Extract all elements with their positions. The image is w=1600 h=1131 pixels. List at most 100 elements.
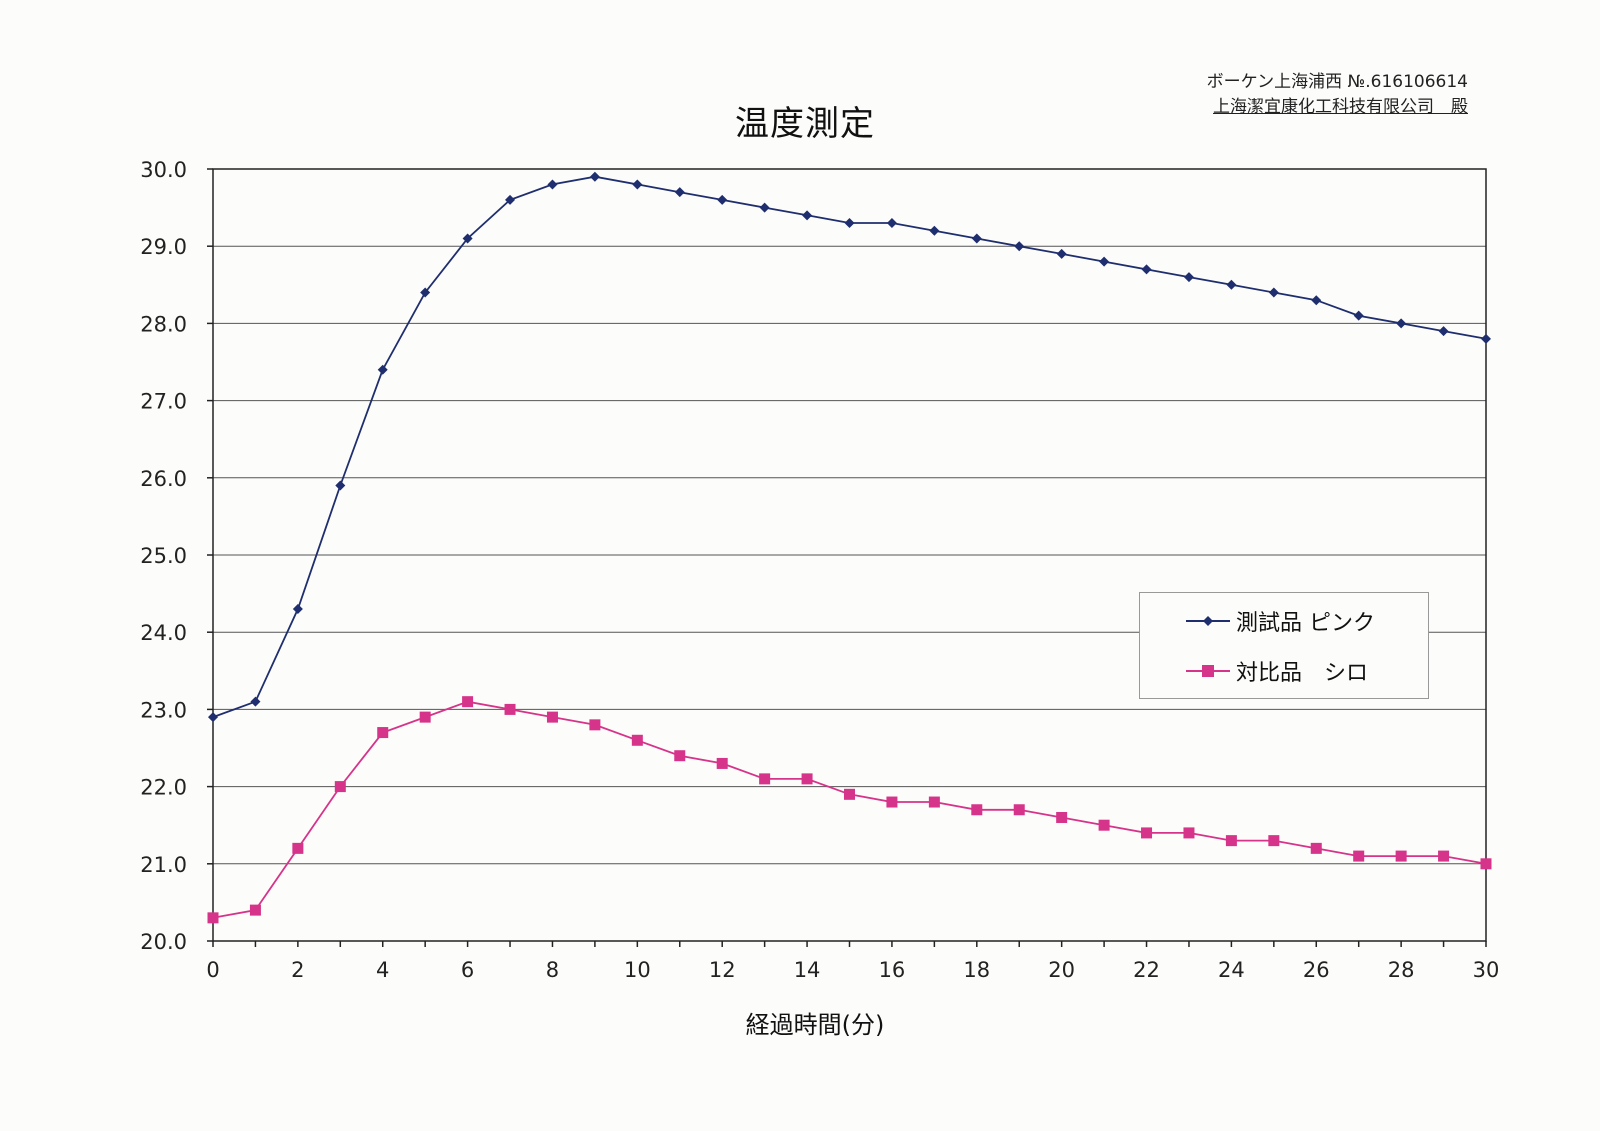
data-point <box>1226 279 1237 290</box>
gridlines <box>213 168 1486 942</box>
data-point <box>1438 326 1449 337</box>
data-point <box>631 734 643 746</box>
data-point <box>929 225 940 236</box>
x-axis-label: 経過時間(分) <box>745 1011 885 1039</box>
legend: 測試品 ピンク 対比品 シロ <box>1139 592 1429 699</box>
data-point <box>1353 850 1365 862</box>
series-layer <box>207 171 1492 924</box>
data-point <box>717 194 728 205</box>
data-point <box>334 781 346 793</box>
x-tick-label: 28 <box>1388 958 1415 982</box>
data-point <box>1183 272 1194 283</box>
data-point <box>462 696 474 708</box>
data-point <box>589 719 601 731</box>
data-point <box>1353 310 1364 321</box>
data-point <box>589 171 600 182</box>
data-point <box>505 194 516 205</box>
data-point <box>1141 827 1153 839</box>
x-tick-label: 10 <box>624 958 651 982</box>
legend-swatch-diamond-icon <box>1186 616 1230 626</box>
data-point <box>1056 248 1067 259</box>
x-tick-label: 2 <box>291 958 304 982</box>
x-tick-label: 8 <box>546 958 559 982</box>
data-point <box>1141 264 1152 275</box>
series-1 <box>208 171 1491 723</box>
data-point <box>420 287 431 298</box>
x-tick-label: 26 <box>1303 958 1330 982</box>
y-tick-label: 30.0 <box>140 158 187 182</box>
y-axis-ticks: 20.0 21.0 22.0 23.0 24.0 25.0 26.0 27.0 28.0 29.0… <box>140 158 213 954</box>
y-tick-label: 28.0 <box>140 312 187 336</box>
data-point <box>801 773 813 785</box>
y-tick-label: 23.0 <box>140 698 187 722</box>
legend-label-series-1: 測試品 ピンク <box>1236 611 1375 636</box>
data-point <box>419 711 431 723</box>
data-point <box>1438 850 1450 862</box>
data-point <box>1014 241 1025 252</box>
x-axis-ticks: 0 2 4 6 8 10 12 14 16 18 20 22 24 26 28 30 <box>206 941 1499 982</box>
data-point <box>928 796 940 808</box>
x-tick-label: 16 <box>879 958 906 982</box>
series-line <box>212 700 1487 919</box>
x-tick-label: 18 <box>963 958 990 982</box>
data-point <box>759 773 771 785</box>
data-point <box>802 210 813 221</box>
chart-title: 温度測定 <box>735 104 875 144</box>
data-point <box>1310 842 1322 854</box>
data-point <box>1056 811 1068 823</box>
data-point <box>292 842 304 854</box>
data-point <box>1099 256 1110 267</box>
data-point <box>1225 835 1237 847</box>
legend-item-series-2: 対比品 シロ <box>1186 656 1368 686</box>
y-tick-label: 20.0 <box>140 930 187 954</box>
report-header: ボーケン上海浦西 №.616106614 上海潔宜康化工科技有限公司 殿 <box>1207 70 1468 120</box>
data-point <box>292 604 303 615</box>
data-point <box>1268 835 1280 847</box>
data-point <box>207 912 219 924</box>
data-point <box>1396 318 1407 329</box>
data-point <box>632 179 643 190</box>
data-point <box>674 187 685 198</box>
data-point <box>208 712 218 723</box>
data-point <box>1013 804 1025 816</box>
x-tick-label: 24 <box>1218 958 1245 982</box>
y-tick-label: 29.0 <box>140 235 187 259</box>
data-point <box>377 364 388 375</box>
data-point <box>1311 295 1322 306</box>
report-reference: ボーケン上海浦西 №.616106614 <box>1206 72 1468 92</box>
x-tick-label: 12 <box>709 958 736 982</box>
y-tick-label: 21.0 <box>140 853 187 877</box>
data-point <box>249 904 261 916</box>
data-point <box>759 202 770 213</box>
data-point <box>1098 819 1110 831</box>
data-point <box>1481 333 1491 344</box>
data-point <box>547 179 558 190</box>
x-tick-label: 6 <box>461 958 474 982</box>
data-point <box>1268 287 1279 298</box>
y-tick-label: 26.0 <box>140 467 187 491</box>
data-point <box>844 788 855 800</box>
data-point <box>1183 827 1195 839</box>
data-point <box>250 696 261 707</box>
x-tick-label: 4 <box>376 958 389 982</box>
x-tick-label: 0 <box>206 958 219 982</box>
data-point <box>971 804 983 816</box>
legend-swatch-square-icon <box>1186 665 1230 677</box>
legend-item-series-1: 測試品 ピンク <box>1186 606 1375 636</box>
x-tick-label: 22 <box>1133 958 1160 982</box>
y-tick-label: 25.0 <box>140 544 187 568</box>
data-point <box>844 218 855 229</box>
data-point <box>886 218 897 229</box>
y-tick-label: 22.0 <box>140 776 187 800</box>
data-point <box>886 796 898 808</box>
y-tick-label: 24.0 <box>140 621 187 645</box>
data-point <box>335 480 346 491</box>
data-point <box>971 233 982 244</box>
data-point <box>546 711 558 723</box>
data-point <box>1480 858 1492 870</box>
x-tick-label: 20 <box>1048 958 1075 982</box>
y-tick-label: 27.0 <box>140 390 187 414</box>
data-point <box>674 750 686 762</box>
data-point <box>377 727 389 739</box>
client-name: 上海潔宜康化工科技有限公司 殿 <box>1213 97 1468 117</box>
